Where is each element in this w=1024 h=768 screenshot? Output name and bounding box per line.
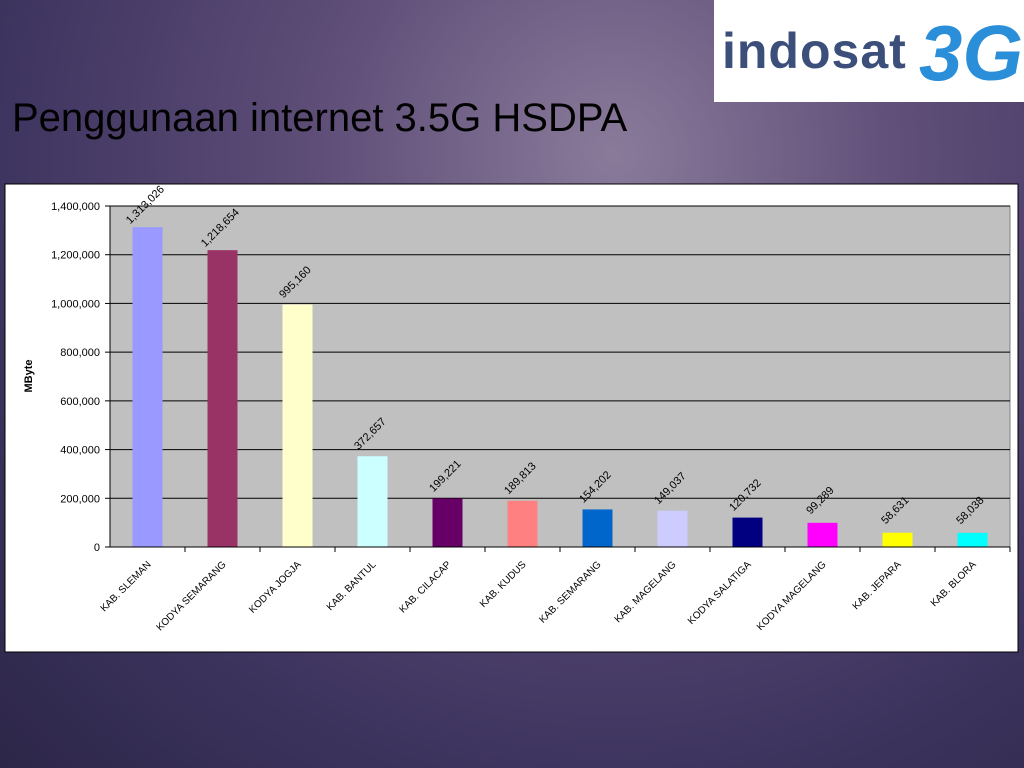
bar: [657, 510, 688, 547]
y-tick-label: 1,200,000: [51, 250, 100, 262]
bar: [432, 498, 463, 547]
bar: [957, 532, 988, 547]
bar: [132, 227, 163, 547]
bar: [807, 522, 838, 547]
slide-title: Penggunaan internet 3.5G HSDPA: [12, 96, 628, 140]
logo-brand: indosat: [722, 23, 907, 79]
bar: [207, 250, 238, 547]
bar: [282, 304, 313, 547]
y-tick-label: 0: [94, 542, 100, 554]
bar: [882, 532, 913, 547]
logo: indosat 3G: [714, 0, 1024, 102]
y-tick-label: 1,000,000: [51, 298, 100, 310]
y-tick-label: 800,000: [60, 347, 100, 359]
bar: [357, 456, 388, 547]
y-tick-label: 200,000: [60, 493, 100, 505]
y-tick-label: 600,000: [60, 396, 100, 408]
bar: [582, 509, 613, 547]
bar: [732, 517, 763, 547]
y-axis-label: MByte: [23, 359, 35, 392]
logo-tag: 3G: [919, 9, 1024, 97]
bar: [507, 500, 538, 547]
y-tick-label: 400,000: [60, 445, 100, 457]
plot-area: [109, 205, 1011, 548]
y-tick-label: 1,400,000: [51, 201, 100, 213]
